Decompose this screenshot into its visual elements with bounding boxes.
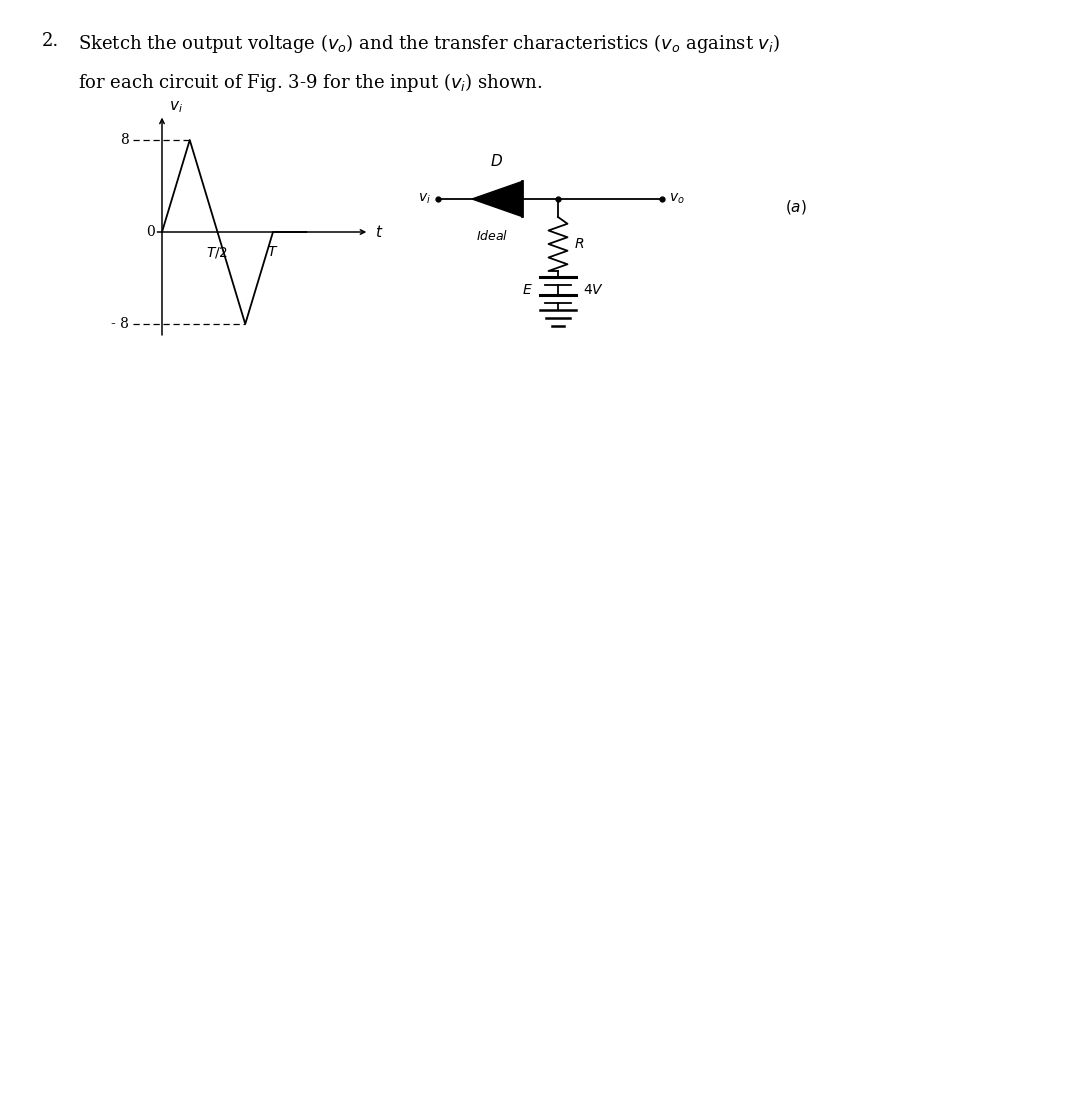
Text: $v_o$: $v_o$ bbox=[669, 192, 685, 206]
Polygon shape bbox=[472, 181, 522, 216]
Text: $4V$: $4V$ bbox=[583, 283, 604, 297]
Text: $T$: $T$ bbox=[268, 245, 279, 259]
Text: 8: 8 bbox=[120, 132, 129, 147]
Text: $t$: $t$ bbox=[375, 224, 383, 240]
Text: 0: 0 bbox=[146, 225, 154, 238]
Text: $Ideal$: $Ideal$ bbox=[476, 229, 509, 243]
Text: $R$: $R$ bbox=[573, 237, 584, 251]
Text: for each circuit of Fig. 3-9 for the input ($v_i$) shown.: for each circuit of Fig. 3-9 for the inp… bbox=[78, 71, 542, 94]
Text: $v_i$: $v_i$ bbox=[418, 192, 431, 206]
Text: Sketch the output voltage ($v_o$) and the transfer characteristics ($v_o$ agains: Sketch the output voltage ($v_o$) and th… bbox=[78, 32, 780, 55]
Text: - 8: - 8 bbox=[111, 317, 129, 331]
Text: $D$: $D$ bbox=[490, 153, 503, 169]
Text: $(a)$: $(a)$ bbox=[785, 198, 807, 216]
Text: $v_i$: $v_i$ bbox=[170, 99, 184, 115]
Text: $E$: $E$ bbox=[523, 283, 534, 297]
Text: 2.: 2. bbox=[42, 32, 59, 50]
Text: $T/2$: $T/2$ bbox=[206, 245, 229, 261]
